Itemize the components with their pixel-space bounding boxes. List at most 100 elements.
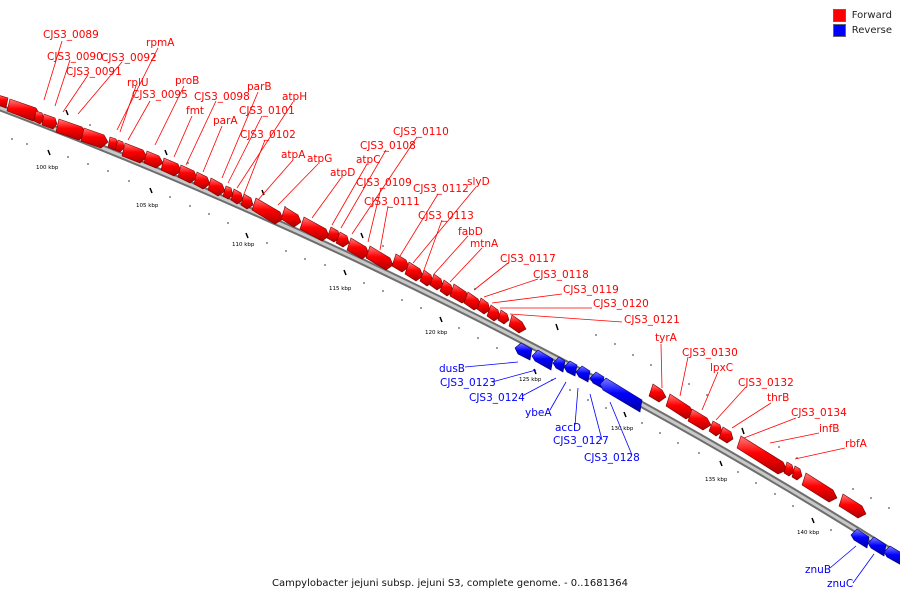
- gene-label[interactable]: CJS3_0112: [413, 183, 469, 195]
- gene-arrow[interactable]: [207, 177, 226, 197]
- gene-label[interactable]: CJS3_0110: [393, 126, 449, 138]
- gene-arrow[interactable]: [365, 245, 394, 271]
- gene-label[interactable]: proB: [175, 75, 199, 87]
- gene-arrow[interactable]: [222, 185, 234, 200]
- gene-label[interactable]: CJS3_0132: [738, 377, 794, 389]
- gene-label[interactable]: CJS3_0098: [194, 91, 250, 103]
- gene-arrow[interactable]: [335, 231, 350, 248]
- gene-arrow[interactable]: [850, 528, 870, 549]
- gene-label[interactable]: rbfA: [845, 438, 868, 450]
- gene-label[interactable]: atpG: [307, 153, 332, 165]
- gene-arrow[interactable]: [80, 127, 109, 149]
- scale-label: 140 kbp: [797, 530, 820, 536]
- gene-arrow[interactable]: [531, 349, 554, 371]
- gene-arrow[interactable]: [497, 309, 510, 325]
- gene-label[interactable]: CJS3_0108: [360, 140, 416, 152]
- gene-arrow[interactable]: [563, 360, 578, 377]
- gene-arrow[interactable]: [476, 297, 491, 315]
- gene-arrow[interactable]: [41, 113, 58, 130]
- gene-label[interactable]: CJS3_0111: [364, 196, 420, 208]
- gene-label[interactable]: atpC: [356, 154, 381, 166]
- gene-arrow[interactable]: [708, 420, 723, 437]
- gene-arrow[interactable]: [801, 472, 838, 503]
- gene-label[interactable]: lpxC: [710, 362, 733, 374]
- gene-label[interactable]: CJS3_0121: [624, 314, 680, 326]
- gene-label[interactable]: tyrA: [655, 332, 678, 344]
- gene-arrow[interactable]: [143, 150, 164, 169]
- gene-label[interactable]: atpA: [281, 149, 306, 161]
- gene-label[interactable]: accD: [555, 422, 581, 434]
- gene-arrow[interactable]: [419, 269, 434, 287]
- gene-label[interactable]: thrB: [767, 392, 789, 404]
- gene-label[interactable]: CJS3_0123: [440, 377, 496, 389]
- gene-arrow[interactable]: [240, 193, 254, 210]
- gene-arrow[interactable]: [736, 435, 788, 475]
- gene-label[interactable]: znuB: [805, 564, 831, 576]
- gene-label[interactable]: CJS3_0101: [239, 105, 295, 117]
- gene-label[interactable]: atpH: [282, 91, 307, 103]
- gene-label[interactable]: atpD: [330, 167, 355, 179]
- gene-label[interactable]: CJS3_0095: [132, 89, 188, 101]
- gene-label[interactable]: parB: [247, 81, 272, 93]
- gene-arrow[interactable]: [121, 142, 148, 164]
- gene-arrow[interactable]: [429, 273, 444, 291]
- gene-arrow[interactable]: [33, 110, 45, 125]
- gene-arrow[interactable]: [0, 94, 9, 109]
- gene-label[interactable]: fabD: [458, 226, 483, 238]
- gene-arrow[interactable]: [718, 426, 734, 444]
- gene-arrow[interactable]: [177, 164, 198, 184]
- gene-label[interactable]: ybeA: [525, 407, 552, 419]
- gene-label[interactable]: CJS3_0091: [66, 66, 122, 78]
- gene-label[interactable]: CJS3_0117: [500, 253, 556, 265]
- gene-arrow[interactable]: [404, 261, 424, 282]
- gene-label[interactable]: znuC: [827, 578, 853, 590]
- gene-arrow[interactable]: [514, 342, 533, 361]
- gene-label[interactable]: rplU: [127, 77, 149, 89]
- gene-label[interactable]: CJS3_0134: [791, 407, 847, 419]
- gene-label[interactable]: CJS3_0089: [43, 29, 99, 41]
- gene-label[interactable]: CJS3_0119: [563, 284, 619, 296]
- gene-label[interactable]: CJS3_0127: [553, 435, 609, 447]
- gene-arrow[interactable]: [114, 139, 125, 153]
- gene-label[interactable]: CJS3_0109: [356, 177, 412, 189]
- gene-label[interactable]: rpmA: [146, 37, 175, 49]
- gene-arrow[interactable]: [883, 545, 900, 566]
- gene-label[interactable]: CJS3_0113: [418, 210, 474, 222]
- gene-label[interactable]: CJS3_0120: [593, 298, 649, 310]
- gene-label[interactable]: CJS3_0090: [47, 51, 103, 63]
- gene-arrow[interactable]: [648, 383, 667, 403]
- gene-arrow[interactable]: [160, 157, 182, 177]
- gene-arrow[interactable]: [346, 237, 370, 260]
- gene-arrow[interactable]: [230, 188, 244, 205]
- gene-arrow[interactable]: [486, 304, 501, 322]
- gene-arrow[interactable]: [391, 253, 410, 273]
- gene-arrow[interactable]: [251, 197, 284, 225]
- gene-label[interactable]: CJS3_0128: [584, 452, 640, 464]
- gene-arrow[interactable]: [508, 314, 527, 334]
- gene-label[interactable]: infB: [819, 423, 839, 435]
- gene-arrow[interactable]: [193, 171, 211, 190]
- gene-arrow[interactable]: [575, 365, 591, 383]
- gene-arrow[interactable]: [439, 279, 454, 297]
- gene-label[interactable]: dusB: [439, 363, 465, 375]
- gene-label[interactable]: CJS3_0092: [101, 52, 157, 64]
- gene-arrow[interactable]: [687, 408, 712, 431]
- gene-label[interactable]: parA: [213, 115, 238, 127]
- gene-arrow[interactable]: [783, 461, 795, 477]
- legend-reverse: Reverse: [832, 23, 892, 38]
- gene-label[interactable]: mtnA: [470, 238, 499, 250]
- gene-arrow[interactable]: [299, 216, 330, 242]
- gene-label[interactable]: fmt: [186, 105, 204, 117]
- gene-arrow[interactable]: [791, 465, 803, 481]
- gene-arrow[interactable]: [838, 493, 867, 519]
- gene-label[interactable]: CJS3_0118: [533, 269, 589, 281]
- gene-label[interactable]: CJS3_0130: [682, 347, 738, 359]
- gene-arrow[interactable]: [552, 356, 566, 373]
- gene-arrow[interactable]: [55, 118, 87, 141]
- gene-label[interactable]: slyD: [467, 176, 490, 188]
- gene-label[interactable]: CJS3_0102: [240, 129, 296, 141]
- gene-label[interactable]: CJS3_0124: [469, 392, 525, 404]
- gene-arrow[interactable]: [867, 536, 887, 557]
- gene-arrow[interactable]: [599, 377, 643, 413]
- gene-arrow[interactable]: [280, 206, 302, 228]
